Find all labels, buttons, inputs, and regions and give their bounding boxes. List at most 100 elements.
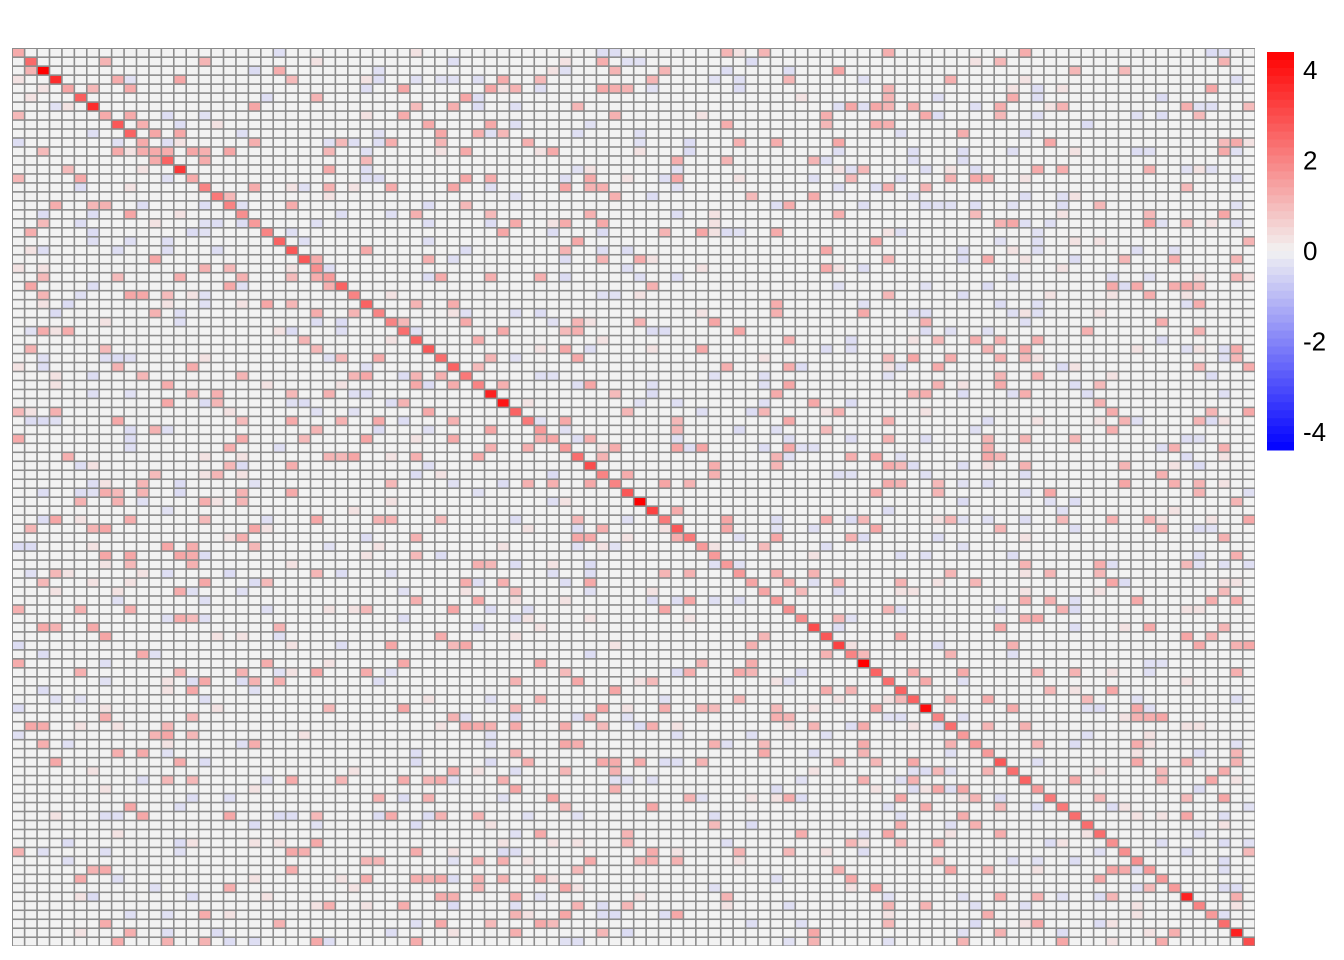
heatmap-cell — [261, 354, 273, 362]
heatmap-cell — [410, 165, 422, 174]
heatmap-cell — [1206, 138, 1218, 147]
heatmap-cell — [1057, 174, 1068, 183]
heatmap-cell — [323, 480, 335, 488]
heatmap-cell — [758, 372, 770, 380]
heatmap-cell — [808, 372, 820, 380]
heatmap-cell — [920, 291, 932, 299]
heatmap-cell — [883, 147, 894, 156]
heatmap-cell — [1044, 210, 1056, 219]
heatmap-cell — [1019, 372, 1031, 380]
heatmap-cell — [398, 408, 410, 416]
heatmap-cell — [87, 49, 99, 57]
heatmap-cell — [920, 156, 932, 165]
heatmap-cell — [261, 489, 273, 497]
heatmap-cell — [199, 111, 211, 120]
heatmap-cell — [696, 453, 708, 461]
heatmap-cell — [25, 273, 37, 281]
heatmap-cell — [361, 129, 372, 138]
heatmap-cell — [37, 336, 49, 344]
heatmap-cell — [236, 219, 248, 227]
heatmap-cell — [1156, 210, 1168, 219]
heatmap-cell — [746, 219, 758, 227]
heatmap-cell — [1231, 246, 1242, 254]
heatmap-cell — [124, 345, 136, 353]
heatmap-cell — [398, 210, 410, 219]
heatmap-cell — [1119, 309, 1131, 317]
heatmap-cell — [249, 129, 260, 138]
heatmap-cell — [137, 156, 149, 165]
heatmap-cell — [895, 219, 907, 227]
heatmap-cell — [572, 120, 584, 129]
heatmap-cell — [1032, 318, 1044, 326]
heatmap-cell — [1094, 201, 1106, 210]
heatmap-cell — [472, 57, 484, 66]
heatmap-cell — [646, 156, 658, 165]
heatmap-cell — [510, 156, 522, 165]
heatmap-cell — [932, 354, 944, 362]
heatmap-cell — [261, 453, 273, 461]
heatmap-cell — [1119, 93, 1131, 102]
heatmap-cell — [298, 156, 310, 165]
heatmap-cell — [162, 165, 173, 174]
heatmap-cell — [1243, 408, 1255, 416]
heatmap-cell — [199, 471, 211, 479]
heatmap-cell — [733, 390, 745, 398]
heatmap-cell — [1019, 147, 1031, 156]
heatmap-cell — [75, 318, 86, 326]
heatmap-cell — [845, 462, 857, 470]
heatmap-cell — [634, 309, 646, 317]
heatmap-cell — [1231, 219, 1242, 227]
heatmap-cell — [274, 165, 285, 174]
heatmap-cell — [124, 372, 136, 380]
heatmap-cell — [1243, 156, 1255, 165]
heatmap-cell — [895, 174, 907, 183]
heatmap-cell — [62, 354, 74, 362]
heatmap-cell — [858, 255, 870, 263]
heatmap-cell — [236, 318, 248, 326]
heatmap-cell — [870, 246, 882, 254]
heatmap-cell — [174, 435, 186, 443]
heatmap-cell — [634, 489, 646, 497]
heatmap-cell — [1057, 390, 1068, 398]
heatmap-cell — [895, 228, 907, 236]
heatmap-cell — [1069, 49, 1081, 57]
heatmap-cell — [634, 453, 646, 461]
heatmap-cell — [1156, 318, 1168, 326]
heatmap-cell — [87, 273, 99, 281]
heatmap-cell — [398, 246, 410, 254]
heatmap-cell — [771, 102, 783, 111]
heatmap-cell — [162, 120, 173, 129]
heatmap-cell — [75, 354, 86, 362]
heatmap-cell — [547, 390, 559, 398]
heatmap-cell — [336, 354, 348, 362]
heatmap-cell — [460, 336, 472, 344]
heatmap-cell — [994, 462, 1006, 470]
heatmap-cell — [112, 237, 124, 245]
heatmap-cell — [311, 336, 323, 344]
heatmap-cell — [448, 444, 459, 452]
heatmap-cell — [758, 390, 770, 398]
heatmap-cell — [547, 444, 559, 452]
heatmap-cell — [1131, 174, 1143, 183]
heatmap-cell — [696, 381, 708, 389]
heatmap-cell — [945, 282, 957, 290]
heatmap-cell — [75, 183, 86, 192]
heatmap-cell — [522, 183, 534, 192]
heatmap-cell — [423, 165, 435, 174]
heatmap-cell — [373, 147, 385, 156]
heatmap-cell — [236, 174, 248, 183]
heatmap-cell — [211, 246, 223, 254]
heatmap-cell — [1206, 282, 1218, 290]
heatmap-cell — [13, 453, 24, 461]
heatmap-cell — [907, 336, 919, 344]
heatmap-cell — [684, 417, 696, 425]
heatmap-cell — [1243, 273, 1255, 281]
heatmap-cell — [609, 75, 621, 84]
heatmap-cell — [1057, 273, 1068, 281]
heatmap-cell — [448, 183, 459, 192]
heatmap-cell — [298, 345, 310, 353]
heatmap-cell — [1168, 210, 1180, 219]
heatmap-cell — [684, 345, 696, 353]
heatmap-cell — [932, 84, 944, 93]
heatmap-cell — [1206, 210, 1218, 219]
